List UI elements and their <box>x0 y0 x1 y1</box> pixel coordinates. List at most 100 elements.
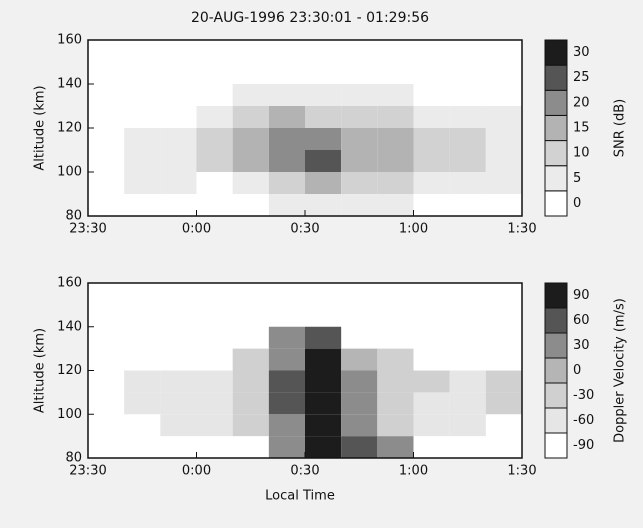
cell <box>341 84 378 106</box>
cell <box>124 392 161 415</box>
y-tick-label: 100 <box>57 165 82 180</box>
cell <box>160 414 197 437</box>
cell <box>305 128 342 150</box>
x-tick-label: 23:30 <box>69 464 106 479</box>
cell <box>413 106 450 128</box>
colorbar-box <box>544 382 568 409</box>
cell <box>485 150 522 172</box>
cell <box>268 326 305 349</box>
y-tick-label: 120 <box>57 363 82 378</box>
chart-title: 20-AUG-1996 23:30:01 - 01:29:56 <box>191 10 429 26</box>
cell <box>485 172 522 194</box>
cell <box>268 106 305 128</box>
colorbar-tick-label: -60 <box>573 413 594 428</box>
colorbar-box <box>544 432 568 459</box>
cell <box>305 392 342 415</box>
cell <box>196 392 233 415</box>
x-tick-label: 1:30 <box>507 464 536 479</box>
cell <box>377 194 414 216</box>
y-axis-label: Altitude (km) <box>33 85 48 170</box>
cell <box>341 348 378 371</box>
cell <box>485 106 522 128</box>
cell <box>449 392 486 415</box>
cell <box>268 414 305 437</box>
cell <box>377 106 414 128</box>
cell <box>124 172 161 194</box>
cell <box>341 128 378 150</box>
colorbar-tick-label: 20 <box>573 95 590 110</box>
cell <box>268 370 305 393</box>
colorbar-tick-label: -30 <box>573 388 594 403</box>
cell <box>232 84 269 106</box>
cell <box>449 150 486 172</box>
colorbar-box <box>544 89 568 116</box>
colorbar-tick-label: 25 <box>573 70 590 85</box>
cell <box>413 128 450 150</box>
cell <box>485 392 522 415</box>
cell <box>449 106 486 128</box>
cell <box>160 150 197 172</box>
cell <box>196 106 233 128</box>
y-tick-label: 120 <box>57 121 82 136</box>
colorbar-label: SNR (dB) <box>613 99 628 157</box>
cell <box>377 436 414 458</box>
cell <box>305 172 342 194</box>
cell <box>232 370 269 393</box>
colorbar-box <box>544 114 568 142</box>
cell <box>341 392 378 415</box>
cell <box>268 150 305 172</box>
colorbar-tick-label: 15 <box>573 121 590 136</box>
y-axis-label: Altitude (km) <box>33 328 48 413</box>
cell <box>341 194 378 216</box>
cell <box>196 150 233 172</box>
colorbar-box <box>544 282 568 309</box>
colorbar-box <box>544 140 568 167</box>
cell <box>449 128 486 150</box>
cell <box>341 436 378 458</box>
cell <box>232 348 269 371</box>
cell <box>268 172 305 194</box>
cell <box>413 392 450 415</box>
cell <box>232 150 269 172</box>
cell <box>341 106 378 128</box>
cell <box>377 392 414 415</box>
x-tick-label: 23:30 <box>69 222 106 237</box>
x-tick-label: 0:30 <box>290 464 319 479</box>
cell <box>305 326 342 349</box>
colorbar-box <box>544 307 568 334</box>
cell <box>268 392 305 415</box>
y-tick-label: 100 <box>57 407 82 422</box>
cell <box>377 150 414 172</box>
cell <box>341 414 378 437</box>
cell <box>377 414 414 437</box>
y-tick-label: 140 <box>57 319 82 334</box>
cell <box>160 128 197 150</box>
colorbar-tick-label: 0 <box>573 363 581 378</box>
cell <box>305 370 342 393</box>
cell <box>305 150 342 172</box>
x-tick-label: 1:00 <box>399 222 428 237</box>
colorbar-tick-label: -90 <box>573 438 594 453</box>
cell <box>449 172 486 194</box>
y-tick-label: 80 <box>65 209 82 224</box>
cell <box>377 84 414 106</box>
x-tick-label: 1:30 <box>507 222 536 237</box>
y-tick-label: 140 <box>57 77 82 92</box>
cell <box>485 370 522 393</box>
colorbar-tick-label: 30 <box>573 45 590 60</box>
cell <box>449 370 486 393</box>
cell <box>305 84 342 106</box>
cell <box>268 84 305 106</box>
colorbar-tick-label: 0 <box>573 196 581 211</box>
colorbar-tick-label: 90 <box>573 288 590 303</box>
cell <box>196 414 233 437</box>
cell <box>413 370 450 393</box>
cell <box>268 128 305 150</box>
colorbar-tick-label: 10 <box>573 146 590 161</box>
cell <box>305 414 342 437</box>
cell <box>377 128 414 150</box>
cell <box>377 348 414 371</box>
y-tick-label: 160 <box>57 33 82 48</box>
x-axis-label: Local Time <box>265 489 335 504</box>
cell <box>305 194 342 216</box>
